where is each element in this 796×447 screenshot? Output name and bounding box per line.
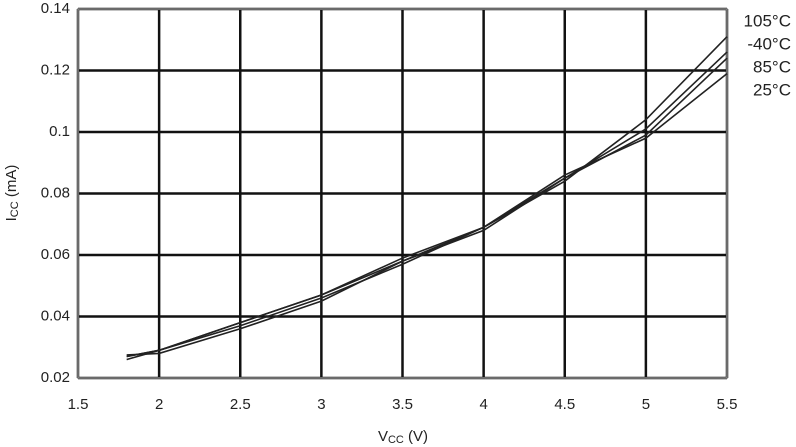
y-tick-label: 0.04: [41, 307, 70, 324]
series-line: [126, 36, 728, 358]
legend-label: 25°C: [753, 80, 791, 99]
y-tick-label: 0.06: [41, 246, 70, 263]
y-tick-label: 0.14: [41, 0, 70, 17]
y-tick-label: 0.08: [41, 184, 70, 201]
x-tick-label: 3: [317, 396, 325, 413]
x-tick-label: 2: [155, 396, 163, 413]
x-tick-label: 4.5: [554, 396, 575, 413]
legend-label: -40°C: [747, 34, 791, 53]
x-tick-label: 2.5: [230, 396, 251, 413]
x-tick-label: 4: [479, 396, 487, 413]
x-tick-label: 5.5: [717, 396, 738, 413]
y-tick-label: 0.02: [41, 369, 70, 386]
x-tick-label: 1.5: [68, 396, 89, 413]
x-tick-label: 5: [642, 396, 650, 413]
x-tick-label: 3.5: [392, 396, 413, 413]
y-axis-label: ICC (mA): [3, 165, 21, 222]
series-line: [126, 51, 728, 356]
series-line: [126, 57, 728, 358]
x-axis-label: VCC (V): [378, 428, 428, 446]
y-tick-label: 0.1: [49, 123, 70, 140]
legend-label: 105°C: [744, 11, 791, 30]
legend-label: 85°C: [753, 57, 791, 76]
y-tick-label: 0.12: [41, 61, 70, 78]
plot-border: [77, 8, 728, 379]
series-line: [126, 72, 728, 361]
